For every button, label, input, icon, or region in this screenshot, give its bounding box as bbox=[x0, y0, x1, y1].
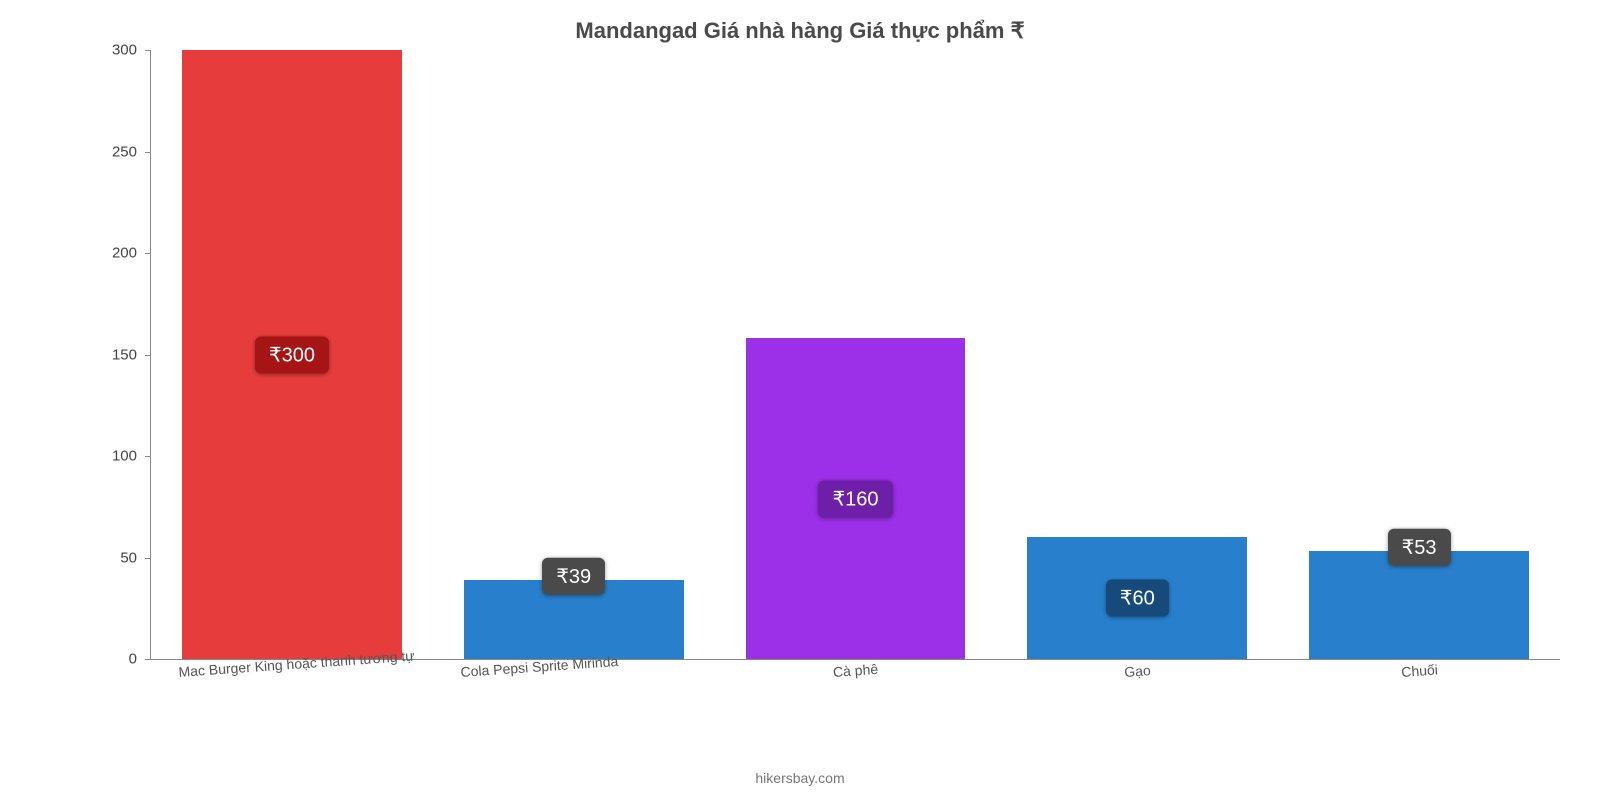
bar: ₹160 bbox=[746, 338, 966, 659]
bar-value-label: ₹160 bbox=[818, 480, 892, 517]
y-tick-label: 300 bbox=[112, 42, 151, 59]
x-axis-label: Chuối bbox=[1401, 661, 1439, 680]
x-axis-label: Cà phê bbox=[832, 661, 878, 680]
x-label-slot: Mac Burger King hoặc thanh tương tự bbox=[150, 660, 432, 690]
chart-area: ₹300₹39₹160₹60₹53 050100150200250300 Mac… bbox=[110, 50, 1560, 690]
y-tick-label: 250 bbox=[112, 143, 151, 160]
chart-title: Mandangad Giá nhà hàng Giá thực phẩm ₹ bbox=[0, 0, 1600, 50]
x-label-slot: Cà phê bbox=[714, 660, 996, 690]
bar-slot: ₹60 bbox=[996, 50, 1278, 659]
plot-region: ₹300₹39₹160₹60₹53 050100150200250300 bbox=[150, 50, 1560, 660]
x-axis-label: Gạo bbox=[1124, 662, 1152, 680]
bars-container: ₹300 ₹39 ₹160 ₹60 ₹53 bbox=[151, 50, 1560, 659]
y-tick-label: 150 bbox=[112, 346, 151, 363]
x-axis-labels: Mac Burger King hoặc thanh tương tựCola … bbox=[150, 660, 1560, 690]
bar: ₹60 bbox=[1027, 537, 1247, 659]
x-label-slot: Chuối bbox=[1278, 660, 1560, 690]
bar-slot: ₹53 bbox=[1278, 50, 1560, 659]
y-tick-label: 0 bbox=[129, 651, 151, 668]
bar-value-label: ₹53 bbox=[1388, 529, 1451, 566]
bar: ₹300 bbox=[182, 50, 402, 659]
y-tick-label: 200 bbox=[112, 245, 151, 262]
bar: ₹53 bbox=[1309, 551, 1529, 659]
bar-slot: ₹39 bbox=[433, 50, 715, 659]
bar-slot: ₹160 bbox=[715, 50, 997, 659]
x-label-slot: Cola Pepsi Sprite Mirinda bbox=[432, 660, 714, 690]
bar-value-label: ₹60 bbox=[1106, 580, 1169, 617]
bar-slot: ₹300 bbox=[151, 50, 433, 659]
bar: ₹39 bbox=[464, 580, 684, 659]
y-tick-label: 100 bbox=[112, 448, 151, 465]
bar-value-label: ₹39 bbox=[542, 558, 605, 595]
bar-value-label: ₹300 bbox=[255, 336, 329, 373]
y-tick-label: 50 bbox=[120, 549, 151, 566]
attribution-text: hikersbay.com bbox=[0, 770, 1600, 786]
x-label-slot: Gạo bbox=[996, 660, 1278, 690]
